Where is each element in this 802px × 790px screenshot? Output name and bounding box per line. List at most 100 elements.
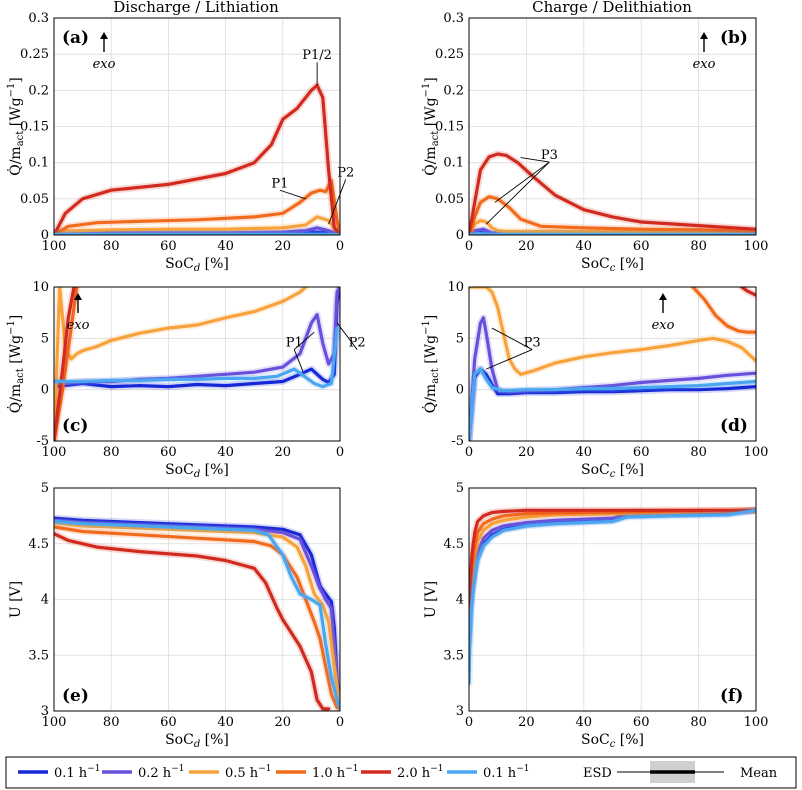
annotation-leader <box>486 349 533 370</box>
x-tick-label: 100 <box>42 445 67 460</box>
series-group <box>54 287 340 441</box>
legend-entry-sup: −1 <box>345 764 358 774</box>
legend-entry-label: 0.5 h−1 <box>225 764 271 781</box>
title-discharge: Discharge / Lithiation <box>113 0 279 16</box>
annotation-label: P2 <box>337 165 354 180</box>
series-line <box>469 232 756 235</box>
x-tick-label: 0 <box>336 239 344 254</box>
y-tick-label: 0.25 <box>435 47 464 62</box>
annotation-leader <box>328 179 347 225</box>
legend-entry-text: 0.1 h <box>54 766 88 781</box>
x-tick-label: 60 <box>160 239 177 254</box>
y-tick-label: 5 <box>456 481 464 496</box>
y-tick-label: 0.3 <box>443 11 464 26</box>
y-axis-label-close: ] <box>423 315 439 320</box>
legend-entry-sup: −1 <box>516 764 529 774</box>
x-tick-label: 40 <box>576 239 593 254</box>
exo-label: exo <box>652 318 675 333</box>
series-line <box>54 520 340 710</box>
x-tick-label: 100 <box>744 715 769 730</box>
x-axis-label-unit: [%] <box>200 732 229 748</box>
x-axis-label-unit: [%] <box>200 462 229 478</box>
y-tick-label: 10 <box>447 280 464 295</box>
annotation-leader <box>491 327 533 350</box>
legend-mean-label: Mean <box>740 766 778 781</box>
y-axis-label-exp: −1 <box>421 83 432 98</box>
annotation-label: P1 <box>271 176 288 191</box>
x-tick-label: 20 <box>275 715 292 730</box>
legend-entry-text: 0.1 h <box>483 766 517 781</box>
panel-label: (b) <box>720 28 748 48</box>
x-tick-label: 100 <box>42 715 67 730</box>
y-axis-label-close: ] <box>423 77 439 82</box>
x-axis-label-main: SoC <box>165 462 194 478</box>
y-tick-label: 4 <box>41 593 49 608</box>
y-axis-label-exp: −1 <box>6 320 17 335</box>
exo-arrowhead-icon <box>74 293 82 300</box>
x-axis-label: SoCd [%] <box>165 462 229 480</box>
x-axis-label-unit: [%] <box>615 462 644 478</box>
series-line <box>469 508 756 607</box>
x-axis-label-main: SoC <box>165 256 194 272</box>
series-line <box>469 218 756 235</box>
y-axis-label-unit: [Wg <box>423 97 439 130</box>
x-tick-label: 60 <box>633 445 650 460</box>
panel-a: 100 80 60 40 20 0 0 0.05 0.1 0.15 0.2 0.25 0.3 P1/2 P1… <box>6 11 354 274</box>
x-tick-label: 80 <box>103 239 120 254</box>
legend-esd-label: ESD <box>583 766 612 781</box>
x-axis-label: SoCc [%] <box>581 732 644 750</box>
panel-b: 0 20 40 60 80 100 0 0.05 0.1 0.15 0.2 0.25 0.3 P3 (b) e… <box>421 11 768 274</box>
y-axis-label-main: Q̇/m <box>6 384 24 413</box>
y-axis-label-main: U [V] <box>423 581 439 618</box>
x-tick-label: 80 <box>690 445 707 460</box>
x-axis-label-main: SoC <box>581 732 610 748</box>
x-axis-label-sub: c <box>610 469 616 480</box>
annotation-leader <box>520 157 550 163</box>
x-axis-label-main: SoC <box>581 256 610 272</box>
series-esd-band <box>54 287 310 441</box>
series-group <box>54 514 340 711</box>
y-tick-label: 5 <box>41 331 49 346</box>
x-axis-label-sub: c <box>610 263 616 274</box>
legend-entry-label: 0.1 h−1 <box>54 764 100 781</box>
exo-label: exo <box>693 57 716 72</box>
legend-entry-text: 0.5 h <box>225 766 259 781</box>
series-line <box>54 326 339 389</box>
series-esd-band <box>469 506 756 687</box>
x-axis-label: SoCd [%] <box>165 732 229 750</box>
y-axis-label-exp: −1 <box>421 320 432 335</box>
x-tick-label: 0 <box>336 715 344 730</box>
x-axis-label: SoCc [%] <box>581 462 644 480</box>
series-line <box>54 232 340 235</box>
y-tick-label: 0 <box>41 228 49 243</box>
panel-label: (a) <box>62 28 89 48</box>
axes-frame <box>468 286 757 442</box>
panel-label: (d) <box>720 416 748 436</box>
axes-frame <box>53 487 341 712</box>
axes-frame <box>53 17 341 236</box>
y-tick-label: 3 <box>41 704 49 719</box>
x-tick-label: 60 <box>160 445 177 460</box>
annotation-label: P3 <box>524 336 541 351</box>
y-tick-label: 3.5 <box>28 648 49 663</box>
x-tick-label: 80 <box>103 715 120 730</box>
y-tick-label: 0.15 <box>435 120 464 135</box>
legend-entry-sup: −1 <box>258 764 271 774</box>
y-axis-label: Q̇/mact [Wg−1] <box>421 77 441 176</box>
annotation-label: P3 <box>541 148 558 163</box>
x-tick-label: 60 <box>633 715 650 730</box>
x-tick-label: 0 <box>465 715 473 730</box>
x-axis-label-sub: d <box>194 469 200 480</box>
y-tick-label: 4 <box>456 593 464 608</box>
x-tick-label: 80 <box>690 715 707 730</box>
title-charge: Charge / Delithiation <box>532 0 692 16</box>
y-axis-label: U [V] <box>423 581 439 618</box>
x-axis-label-sub: d <box>194 739 200 750</box>
x-tick-label: 40 <box>576 445 593 460</box>
legend-entry-text: 0.2 h <box>138 766 172 781</box>
y-tick-label: 0.2 <box>28 83 49 98</box>
y-tick-label: 5 <box>456 331 464 346</box>
x-tick-label: 0 <box>465 239 473 254</box>
y-tick-label: -5 <box>36 434 49 449</box>
